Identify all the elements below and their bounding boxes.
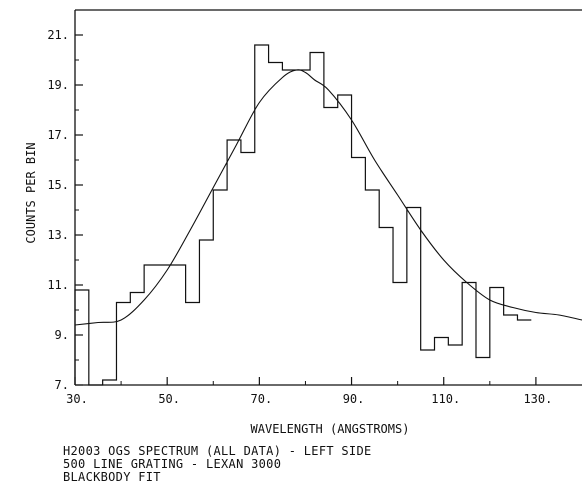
y-tick-label: 21.	[47, 28, 69, 42]
x-tick-label: 30.	[66, 392, 88, 406]
x-tick-label: 110.	[431, 392, 460, 406]
blackbody-fit-curve	[74, 69, 582, 326]
caption-line-2: 500 LINE GRATING - LEXAN 3000	[63, 457, 282, 471]
y-tick-label: 9.	[55, 328, 69, 342]
y-axis-label: COUNTS PER BIN	[24, 142, 38, 243]
x-tick-label: 90.	[343, 392, 365, 406]
x-axis-label: WAVELENGTH (ANGSTROMS)	[251, 422, 410, 436]
caption-line-1: H2003 OGS SPECTRUM (ALL DATA) - LEFT SID…	[63, 444, 372, 458]
x-tick-label: 50.	[158, 392, 180, 406]
caption-line-3: BLACKBODY FIT	[63, 470, 161, 484]
x-tick-label: 70.	[251, 392, 273, 406]
y-tick-label: 15.	[47, 178, 69, 192]
y-tick-label: 7.	[55, 378, 69, 392]
y-tick-label: 11.	[47, 278, 69, 292]
histogram-series	[74, 44, 532, 386]
y-tick-label: 13.	[47, 228, 69, 242]
y-tick-label: 17.	[47, 128, 69, 142]
y-tick-label: 19.	[47, 78, 69, 92]
x-tick-label: 130.	[523, 392, 552, 406]
